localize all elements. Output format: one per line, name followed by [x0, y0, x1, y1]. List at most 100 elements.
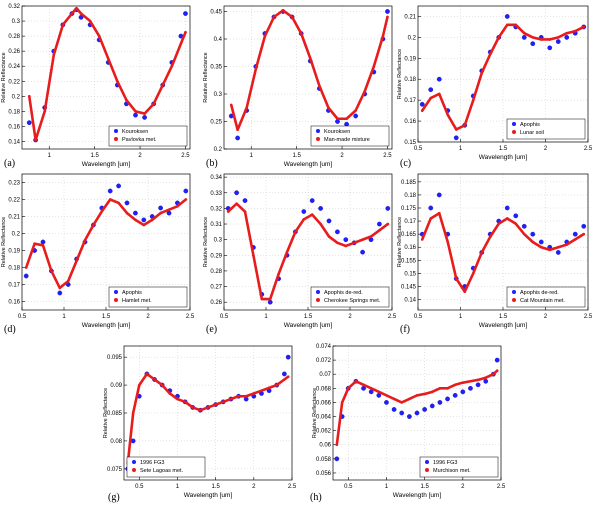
- series-point: [556, 245, 560, 249]
- y-tick-label: 0.18: [404, 193, 416, 199]
- series-point: [415, 394, 419, 397]
- series-point: [539, 38, 543, 41]
- x-tick-label: 2.5: [584, 146, 593, 152]
- y-tick-label: 0.16: [8, 300, 20, 306]
- legend-label: Kouroksen: [324, 129, 350, 135]
- series-point: [454, 277, 458, 280]
- data-point: [521, 223, 527, 229]
- series-point: [61, 23, 65, 27]
- series-point: [344, 244, 348, 248]
- series-point: [272, 15, 276, 19]
- series-point: [327, 106, 330, 110]
- y-tick-label: 0.16: [404, 245, 416, 251]
- x-tick-label: 1: [459, 146, 463, 152]
- data-point: [353, 113, 359, 119]
- series-point: [92, 223, 95, 227]
- legend-label: Sete Lagoas met.: [140, 468, 184, 474]
- legend-label: 1996 FG3: [140, 460, 164, 466]
- data-point: [183, 188, 189, 194]
- legend-box: [108, 125, 188, 147]
- series-point: [214, 403, 217, 406]
- series-point: [369, 387, 373, 390]
- series-point: [335, 443, 339, 447]
- y-tick-label: 0.31: [210, 222, 222, 228]
- legend-box: [126, 456, 206, 478]
- data-point: [513, 213, 519, 219]
- series-point: [522, 232, 526, 236]
- series-point: [117, 201, 120, 205]
- data-point: [285, 354, 291, 360]
- y-tick-label: 0.28: [8, 34, 20, 40]
- x-tick-label: 2.5: [388, 314, 397, 320]
- y-tick-label: 0.19: [8, 249, 20, 255]
- chart-panel-3: 0.5 1 1.5 2 2.5 0.15 0.16 0.17 0.18 0.19 0.2 0.21 Wa…: [397, 5, 593, 161]
- data-point: [335, 229, 340, 235]
- x-tick-label: 1: [250, 153, 254, 159]
- data-point: [494, 357, 500, 363]
- y-tick-label: 0.068: [316, 386, 332, 392]
- y-tick-label: 0.15: [404, 271, 416, 277]
- series-point: [386, 222, 390, 226]
- y-tick-label: 0.15: [404, 140, 416, 146]
- data-point: [581, 223, 587, 229]
- x-tick-label: 2.5: [584, 314, 593, 320]
- data-point: [475, 382, 481, 388]
- series-point: [429, 96, 433, 100]
- series-point: [302, 218, 306, 221]
- y-tick-label: 0.21: [8, 215, 20, 221]
- series-point: [143, 112, 146, 115]
- series-point: [244, 394, 248, 398]
- x-tick-label: 0.5: [414, 146, 423, 152]
- legend-box: [108, 286, 188, 308]
- series-point: [150, 218, 154, 222]
- x-tick-label: 2: [340, 153, 344, 159]
- x-axis-label: Wavelength [um]: [284, 161, 333, 168]
- series-point: [229, 397, 233, 401]
- data-point: [530, 231, 536, 237]
- series-point: [50, 269, 53, 273]
- panel-tag: (b): [206, 158, 218, 169]
- series-point: [106, 57, 110, 60]
- y-tick-label: 0.22: [8, 79, 20, 85]
- x-tick-label: 1: [264, 314, 268, 320]
- series-point: [33, 242, 36, 245]
- series-point: [41, 244, 45, 247]
- series-point: [267, 386, 271, 390]
- x-tick-label: 2: [348, 314, 352, 320]
- series-point: [453, 383, 457, 387]
- data-point: [385, 9, 390, 14]
- series-point: [263, 34, 267, 38]
- y-tick-label: 0.09: [110, 383, 122, 389]
- series-point: [514, 23, 518, 27]
- plot-frame: [223, 173, 393, 311]
- series-point: [556, 36, 560, 39]
- series-point: [243, 210, 247, 213]
- panel-tag: (a): [4, 158, 15, 169]
- y-tick-label: 0.25: [210, 120, 222, 126]
- series-point: [362, 383, 365, 387]
- series-point: [346, 387, 350, 390]
- y-tick-label: 0.185: [401, 180, 417, 186]
- series-point: [386, 15, 389, 19]
- x-tick-label: 1.5: [499, 314, 508, 320]
- data-point: [468, 385, 473, 391]
- data-point: [23, 273, 29, 279]
- y-tick-label: 0.18: [8, 109, 20, 115]
- legend-box: [310, 286, 390, 308]
- series-point: [582, 25, 586, 29]
- chart-panel-1: 1 1.5 2 2.5 0.14 0.16 0.18 0.2 0.22 0.24 0.26 0.28 0…: [1, 4, 191, 168]
- data-point: [391, 407, 397, 412]
- series-line: [226, 202, 390, 301]
- series-point: [505, 23, 509, 27]
- legend-marker: [316, 290, 320, 294]
- y-tick-label: 0.32: [8, 4, 20, 10]
- y-tick-label: 0.23: [8, 181, 20, 187]
- series-point: [34, 138, 37, 142]
- series-line: [420, 211, 586, 293]
- y-tick-label: 0.165: [401, 232, 417, 238]
- y-tick-label: 0.2: [12, 232, 21, 238]
- data-point: [133, 210, 138, 216]
- series-point: [400, 401, 404, 404]
- x-tick-label: 0.5: [135, 484, 144, 490]
- y-tick-label: 0.3: [12, 19, 21, 25]
